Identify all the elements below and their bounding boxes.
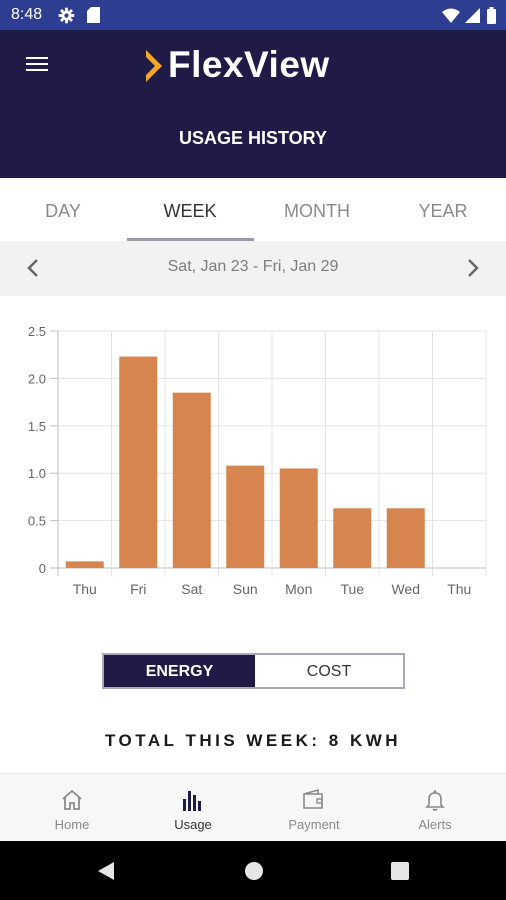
period-tabs: DAY WEEK MONTH YEAR bbox=[0, 178, 506, 241]
nav-home[interactable]: Home bbox=[9, 774, 135, 842]
app-header: FlexView USAGE HISTORY bbox=[0, 30, 506, 178]
y-tick-label: 0.5 bbox=[28, 514, 46, 529]
bar-chart-icon bbox=[183, 791, 201, 811]
hamburger-menu-icon[interactable] bbox=[26, 57, 48, 75]
date-range-bar: Sat, Jan 23 - Fri, Jan 29 bbox=[0, 241, 506, 296]
cost-toggle-button[interactable]: COST bbox=[306, 663, 352, 680]
nav-payment-label: Payment bbox=[288, 817, 340, 832]
chart-bar bbox=[386, 508, 425, 568]
weekly-total: TOTAL THIS WEEK: 8 KWH bbox=[104, 731, 402, 750]
tab-active-indicator bbox=[127, 238, 254, 241]
battery-icon bbox=[487, 7, 496, 24]
y-tick-label: 1.5 bbox=[28, 419, 46, 434]
sd-card-icon bbox=[87, 7, 100, 23]
nav-alerts-label: Alerts bbox=[418, 817, 452, 832]
y-tick-label: 2.0 bbox=[28, 371, 46, 386]
x-tick-label: Sun bbox=[233, 581, 258, 597]
x-tick-label: Tue bbox=[340, 581, 364, 597]
nav-usage-label: Usage bbox=[174, 817, 212, 832]
wifi-icon bbox=[442, 8, 460, 23]
status-bar: 8:48 bbox=[0, 0, 506, 30]
tab-day[interactable]: DAY bbox=[45, 201, 81, 221]
energy-cost-toggle: ENERGY COST bbox=[102, 653, 405, 689]
y-tick-label: 1.0 bbox=[28, 466, 46, 481]
home-icon bbox=[62, 789, 82, 810]
y-tick-label: 0 bbox=[39, 561, 46, 576]
tab-week[interactable]: WEEK bbox=[163, 201, 217, 221]
nav-usage[interactable]: Usage bbox=[130, 774, 256, 842]
chart-bar bbox=[172, 392, 211, 568]
x-tick-label: Thu bbox=[73, 581, 97, 597]
next-arrow-icon[interactable] bbox=[460, 256, 484, 280]
page-title: USAGE HISTORY bbox=[178, 128, 328, 148]
x-tick-label: Mon bbox=[285, 581, 312, 597]
app-logo: FlexView bbox=[168, 44, 330, 85]
tab-year[interactable]: YEAR bbox=[418, 201, 468, 221]
tab-month[interactable]: MONTH bbox=[284, 201, 350, 221]
back-triangle-icon[interactable] bbox=[96, 860, 116, 882]
previous-arrow-icon[interactable] bbox=[22, 256, 46, 280]
x-tick-label: Wed bbox=[391, 581, 420, 597]
nav-home-label: Home bbox=[54, 817, 90, 832]
chart-bar bbox=[65, 561, 104, 568]
nav-alerts[interactable]: Alerts bbox=[372, 774, 498, 842]
energy-toggle-button[interactable]: ENERGY bbox=[104, 655, 255, 687]
chart-bar bbox=[279, 468, 318, 568]
logo-chevron-icon bbox=[146, 50, 162, 82]
x-tick-label: Fri bbox=[130, 581, 146, 597]
recents-square-icon[interactable] bbox=[390, 860, 410, 882]
date-range-label: Sat, Jan 23 - Fri, Jan 29 bbox=[167, 258, 339, 275]
x-tick-label: Sat bbox=[181, 581, 202, 597]
chart-bar bbox=[119, 356, 158, 568]
bell-icon bbox=[425, 790, 445, 811]
chart-bar bbox=[333, 508, 372, 568]
usage-bar-chart: 0 0.5 1.0 1.5 2.0 2.5 Thu Fri Sat Sun Mon Tue Wed Thu bbox=[28, 324, 487, 597]
y-tick-label: 2.5 bbox=[28, 324, 46, 339]
status-time: 8:48 bbox=[11, 6, 43, 23]
chart-bar bbox=[226, 465, 265, 568]
x-tick-label: Thu bbox=[447, 581, 471, 597]
wallet-icon bbox=[303, 788, 323, 809]
bottom-navigation: Home Usage Payment Alerts bbox=[0, 773, 506, 842]
settings-gear-icon bbox=[58, 7, 75, 24]
cell-signal-icon bbox=[465, 8, 480, 23]
system-navigation-bar bbox=[0, 841, 506, 900]
home-circle-icon[interactable] bbox=[244, 860, 264, 882]
nav-payment[interactable]: Payment bbox=[251, 774, 377, 842]
